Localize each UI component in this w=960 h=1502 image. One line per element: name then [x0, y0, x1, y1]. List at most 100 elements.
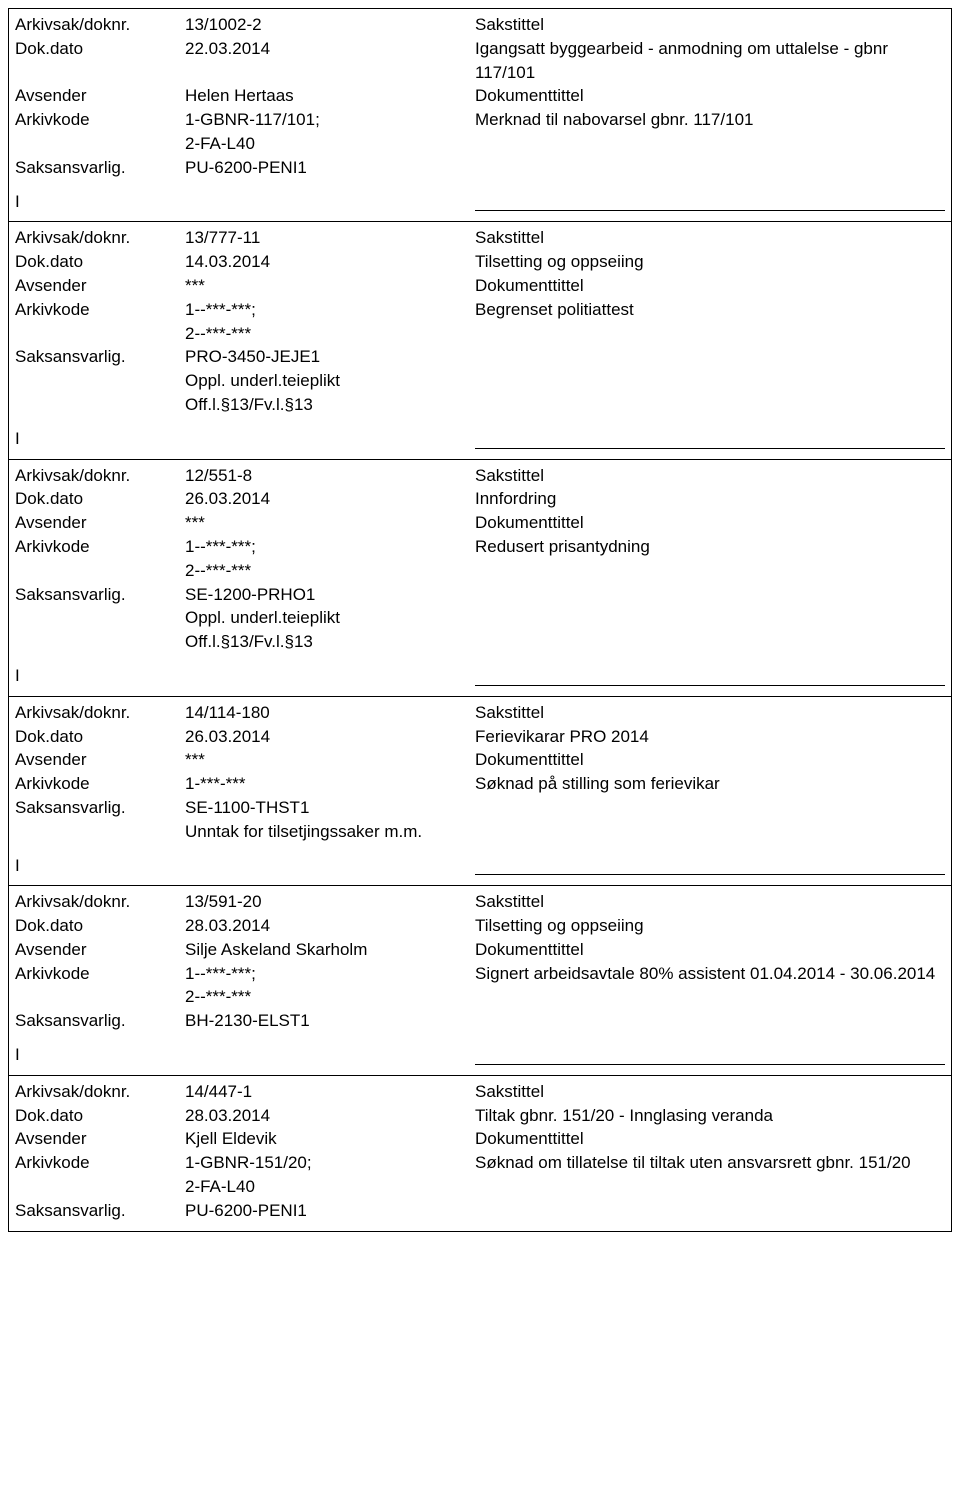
- value-sakstittel: Innfordring: [475, 487, 945, 511]
- label-avsender: Avsender: [15, 1127, 185, 1151]
- value-saksansvarlig: PU-6200-PENI1: [185, 156, 475, 180]
- record: Arkivsak/doknr.13/777-11SakstittelDok.da…: [8, 222, 952, 459]
- label-dokumenttittel: Dokumenttittel: [475, 84, 945, 108]
- label-sakstittel: Sakstittel: [475, 226, 945, 250]
- label-avsender: Avsender: [15, 748, 185, 772]
- value-arkivkode: 1--***-***; 2--***-***: [185, 298, 475, 346]
- value-dokumenttittel: Redusert prisantydning: [475, 535, 945, 559]
- value-saksansvarlig: PRO-3450-JEJE1Oppl. underl.teiepliktOff.…: [185, 345, 475, 416]
- label-saksansvarlig: Saksansvarlig.: [15, 345, 185, 369]
- label-sakstittel: Sakstittel: [475, 701, 945, 725]
- label-dokdato: Dok.dato: [15, 725, 185, 749]
- value-arkivkode: 1--***-***; 2--***-***: [185, 962, 475, 1010]
- value-extra: Unntak for tilsetjingssaker m.m.: [185, 822, 422, 841]
- value-avsender: Kjell Eldevik: [185, 1127, 475, 1151]
- value-extra: Oppl. underl.teiepliktOff.l.§13/Fv.l.§13: [185, 371, 340, 414]
- record: Arkivsak/doknr.14/447-1Sakstittel Dok.dat…: [8, 1076, 952, 1232]
- value-dokdato: 22.03.2014: [185, 37, 475, 61]
- divider-line: [475, 448, 945, 449]
- value-avsender: ***: [185, 274, 475, 298]
- value-saksansvarlig: PU-6200-PENI1: [185, 1199, 475, 1223]
- record-type-letter: I: [15, 1043, 475, 1067]
- value-arkivsak: 13/591-20: [185, 890, 475, 914]
- value-dokumenttittel: Søknad om tillatelse til tiltak uten ans…: [475, 1151, 945, 1175]
- value-arkivsak: 14/114-180: [185, 701, 475, 725]
- records-container: Arkivsak/doknr.13/1002-2SakstittelDok.da…: [8, 8, 952, 1232]
- label-dokumenttittel: Dokumenttittel: [475, 1127, 945, 1151]
- value-arkivsak: 13/777-11: [185, 226, 475, 250]
- label-arkivkode: Arkivkode: [15, 772, 185, 796]
- label-dokdato: Dok.dato: [15, 250, 185, 274]
- divider-line: [475, 1064, 945, 1065]
- value-arkivkode: 1--***-***; 2--***-***: [185, 535, 475, 583]
- label-arkivkode: Arkivkode: [15, 1151, 185, 1175]
- label-dokumenttittel: Dokumenttittel: [475, 748, 945, 772]
- record-type-letter: I: [15, 854, 475, 878]
- value-saksansvarlig: BH-2130-ELST1: [185, 1009, 475, 1033]
- record: Arkivsak/doknr.13/1002-2SakstittelDok.da…: [8, 8, 952, 222]
- label-arkivkode: Arkivkode: [15, 108, 185, 132]
- value-dokumenttittel: Begrenset politiattest: [475, 298, 945, 322]
- value-dokdato: 26.03.2014: [185, 487, 475, 511]
- record-type-letter: I: [15, 427, 475, 451]
- label-avsender: Avsender: [15, 511, 185, 535]
- value-arkivkode: 1-***-***: [185, 772, 475, 796]
- value-extra: Oppl. underl.teiepliktOff.l.§13/Fv.l.§13: [185, 608, 340, 651]
- label-dokdato: Dok.dato: [15, 37, 185, 61]
- divider-line: [475, 210, 945, 211]
- label-dokumenttittel: Dokumenttittel: [475, 274, 945, 298]
- value-dokdato: 14.03.2014: [185, 250, 475, 274]
- label-sakstittel: Sakstittel: [475, 890, 945, 914]
- value-dokumenttittel: Signert arbeidsavtale 80% assistent 01.0…: [475, 962, 945, 986]
- value-sakstittel: Tilsetting og oppseiing: [475, 914, 945, 938]
- value-sakstittel: Igangsatt byggearbeid - anmodning om utt…: [475, 37, 945, 85]
- record-type-letter: I: [15, 190, 475, 214]
- label-sakstittel: Sakstittel: [475, 1080, 945, 1104]
- divider-line: [475, 874, 945, 875]
- value-arkivsak: 12/551-8: [185, 464, 475, 488]
- label-saksansvarlig: Saksansvarlig.: [15, 1009, 185, 1033]
- label-arkivsak: Arkivsak/doknr.: [15, 464, 185, 488]
- value-dokumenttittel: Merknad til nabovarsel gbnr. 117/101: [475, 108, 945, 132]
- label-avsender: Avsender: [15, 938, 185, 962]
- value-dokdato: 28.03.2014: [185, 914, 475, 938]
- value-arkivkode: 1-GBNR-151/20; 2-FA-L40: [185, 1151, 475, 1199]
- value-dokumenttittel: Søknad på stilling som ferievikar: [475, 772, 945, 796]
- label-dokdato: Dok.dato: [15, 487, 185, 511]
- label-avsender: Avsender: [15, 274, 185, 298]
- label-avsender: Avsender: [15, 84, 185, 108]
- label-saksansvarlig: Saksansvarlig.: [15, 1199, 185, 1223]
- label-dokdato: Dok.dato: [15, 1104, 185, 1128]
- label-dokumenttittel: Dokumenttittel: [475, 938, 945, 962]
- value-arkivsak: 13/1002-2: [185, 13, 475, 37]
- record: Arkivsak/doknr.13/591-20Sakstittel Dok.da…: [8, 886, 952, 1076]
- label-dokumenttittel: Dokumenttittel: [475, 511, 945, 535]
- value-dokdato: 26.03.2014: [185, 725, 475, 749]
- value-arkivsak: 14/447-1: [185, 1080, 475, 1104]
- value-sakstittel: Tiltak gbnr. 151/20 - Innglasing veranda: [475, 1104, 945, 1128]
- value-sakstittel: Tilsetting og oppseiing: [475, 250, 945, 274]
- label-arkivsak: Arkivsak/doknr.: [15, 890, 185, 914]
- value-saksansvarlig: SE-1200-PRHO1Oppl. underl.teiepliktOff.l…: [185, 583, 475, 654]
- label-saksansvarlig: Saksansvarlig.: [15, 156, 185, 180]
- label-saksansvarlig: Saksansvarlig.: [15, 583, 185, 607]
- label-sakstittel: Sakstittel: [475, 13, 945, 37]
- value-avsender: Silje Askeland Skarholm: [185, 938, 475, 962]
- value-arkivkode: 1-GBNR-117/101; 2-FA-L40: [185, 108, 475, 156]
- value-saksansvarlig: SE-1100-THST1Unntak for tilsetjingssaker…: [185, 796, 475, 844]
- label-dokdato: Dok.dato: [15, 914, 185, 938]
- value-avsender: Helen Hertaas: [185, 84, 475, 108]
- value-dokdato: 28.03.2014: [185, 1104, 475, 1128]
- label-arkivkode: Arkivkode: [15, 298, 185, 322]
- divider-line: [475, 685, 945, 686]
- label-arkivkode: Arkivkode: [15, 962, 185, 986]
- label-saksansvarlig: Saksansvarlig.: [15, 796, 185, 820]
- record: Arkivsak/doknr.14/114-180Sakstittel Dok.d…: [8, 697, 952, 887]
- value-avsender: ***: [185, 748, 475, 772]
- label-arkivkode: Arkivkode: [15, 535, 185, 559]
- label-arkivsak: Arkivsak/doknr.: [15, 1080, 185, 1104]
- record: Arkivsak/doknr.12/551-8SakstittelDok.dat…: [8, 460, 952, 697]
- record-type-letter: I: [15, 664, 475, 688]
- value-sakstittel: Ferievikarar PRO 2014: [475, 725, 945, 749]
- label-arkivsak: Arkivsak/doknr.: [15, 701, 185, 725]
